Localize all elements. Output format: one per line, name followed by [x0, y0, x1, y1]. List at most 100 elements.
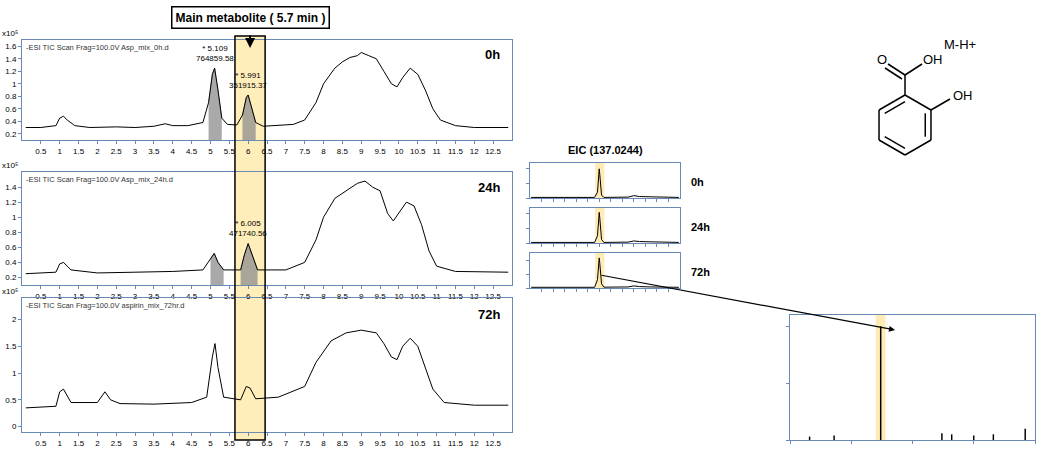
- svg-text:6: 6: [246, 292, 251, 301]
- svg-text:OH: OH: [923, 52, 943, 67]
- svg-text:5: 5: [208, 147, 213, 156]
- svg-text:O: O: [877, 52, 887, 67]
- svg-text:5.5: 5.5: [224, 439, 236, 448]
- svg-text:8.5: 8.5: [337, 147, 349, 156]
- svg-text:5: 5: [208, 439, 213, 448]
- svg-text:4: 4: [171, 147, 176, 156]
- svg-text:3.5: 3.5: [148, 439, 160, 448]
- svg-text:10.5: 10.5: [410, 147, 426, 156]
- svg-text:11: 11: [432, 439, 441, 448]
- svg-text:9.5: 9.5: [375, 439, 387, 448]
- svg-text:1.5: 1.5: [73, 292, 85, 301]
- svg-text:3: 3: [133, 147, 138, 156]
- svg-text:5.5: 5.5: [224, 147, 236, 156]
- svg-text:0.2: 0.2: [5, 273, 17, 282]
- svg-text:5.5: 5.5: [224, 292, 236, 301]
- svg-text:2: 2: [95, 147, 100, 156]
- svg-text:0.4: 0.4: [5, 258, 17, 267]
- svg-text:Main metabolite ( 5.7 min ): Main metabolite ( 5.7 min ): [176, 11, 326, 25]
- svg-text:9.5: 9.5: [375, 147, 387, 156]
- svg-text:-ESI TIC Scan Frag=100.0V Asp_: -ESI TIC Scan Frag=100.0V Asp_mix_24h.d: [26, 175, 173, 184]
- svg-text:OH: OH: [953, 88, 973, 103]
- svg-text:10.5: 10.5: [410, 439, 426, 448]
- svg-text:* 5.991351915.37: * 5.991351915.37: [229, 71, 267, 90]
- svg-text:9.5: 9.5: [375, 292, 387, 301]
- svg-text:-ESI TIC Scan Frag=100.0V Asp_: -ESI TIC Scan Frag=100.0V Asp_mix_0h.d: [26, 43, 169, 52]
- svg-text:1.6: 1.6: [5, 42, 17, 51]
- svg-text:2: 2: [95, 292, 100, 301]
- svg-text:7.5: 7.5: [299, 292, 311, 301]
- svg-text:M-H+: M-H+: [944, 37, 976, 52]
- svg-text:3.5: 3.5: [148, 292, 160, 301]
- svg-text:10: 10: [394, 147, 403, 156]
- svg-text:7.5: 7.5: [299, 439, 311, 448]
- svg-text:12.5: 12.5: [485, 439, 501, 448]
- svg-text:0: 0: [12, 422, 17, 431]
- svg-text:7: 7: [284, 147, 289, 156]
- svg-text:1: 1: [12, 80, 17, 89]
- svg-text:0.6: 0.6: [5, 243, 17, 252]
- svg-text:6.5: 6.5: [261, 147, 273, 156]
- svg-text:1: 1: [12, 369, 17, 378]
- svg-text:3: 3: [133, 292, 138, 301]
- svg-text:* 5.109764859.58: * 5.109764859.58: [196, 44, 234, 63]
- svg-text:0.2: 0.2: [5, 130, 17, 139]
- svg-text:10: 10: [394, 439, 403, 448]
- svg-text:2.5: 2.5: [111, 292, 123, 301]
- svg-text:x10⁵: x10⁵: [2, 161, 18, 170]
- svg-text:7.5: 7.5: [299, 147, 311, 156]
- svg-text:1: 1: [57, 292, 62, 301]
- svg-text:* 6.005471740.56: * 6.005471740.56: [229, 219, 267, 238]
- svg-text:EIC (137.0244): EIC (137.0244): [568, 144, 643, 156]
- svg-text:2: 2: [95, 439, 100, 448]
- svg-text:24h: 24h: [478, 180, 500, 195]
- svg-text:3: 3: [133, 439, 138, 448]
- svg-text:11: 11: [432, 147, 441, 156]
- svg-text:11.5: 11.5: [448, 292, 464, 301]
- svg-text:9: 9: [359, 439, 364, 448]
- svg-text:12.5: 12.5: [485, 292, 501, 301]
- svg-text:5: 5: [208, 292, 213, 301]
- svg-text:6: 6: [246, 439, 251, 448]
- svg-text:0.5: 0.5: [35, 147, 47, 156]
- svg-text:0.5: 0.5: [35, 439, 47, 448]
- svg-text:0h: 0h: [691, 176, 704, 188]
- svg-text:0.6: 0.6: [5, 105, 17, 114]
- svg-text:24h: 24h: [691, 221, 710, 233]
- svg-text:8.5: 8.5: [337, 439, 349, 448]
- svg-text:1.5: 1.5: [73, 439, 85, 448]
- svg-text:6.5: 6.5: [261, 292, 273, 301]
- svg-text:6: 6: [246, 147, 251, 156]
- svg-text:7: 7: [284, 439, 289, 448]
- svg-text:4: 4: [171, 292, 176, 301]
- svg-text:10: 10: [394, 292, 403, 301]
- svg-text:72h: 72h: [478, 307, 500, 322]
- svg-text:1.2: 1.2: [5, 198, 17, 207]
- svg-text:1: 1: [57, 147, 62, 156]
- svg-text:12: 12: [470, 147, 479, 156]
- svg-text:1: 1: [57, 439, 62, 448]
- svg-text:0.4: 0.4: [5, 117, 17, 126]
- svg-text:x10⁵: x10⁵: [2, 287, 18, 296]
- svg-text:10.5: 10.5: [410, 292, 426, 301]
- svg-text:6.5: 6.5: [261, 439, 273, 448]
- svg-text:1: 1: [12, 213, 17, 222]
- svg-text:1.5: 1.5: [73, 147, 85, 156]
- svg-text:0h: 0h: [485, 47, 500, 62]
- svg-text:8: 8: [321, 439, 326, 448]
- svg-text:4.5: 4.5: [186, 439, 198, 448]
- svg-text:72h: 72h: [691, 266, 710, 278]
- svg-text:11: 11: [432, 292, 441, 301]
- svg-text:8.5: 8.5: [337, 292, 349, 301]
- svg-text:1.4: 1.4: [5, 183, 17, 192]
- svg-text:4.5: 4.5: [186, 147, 198, 156]
- svg-text:1.4: 1.4: [5, 55, 17, 64]
- svg-text:4.5: 4.5: [186, 292, 198, 301]
- svg-text:1.5: 1.5: [5, 342, 17, 351]
- svg-text:3.5: 3.5: [148, 147, 160, 156]
- svg-text:12: 12: [470, 292, 479, 301]
- svg-text:2: 2: [12, 315, 17, 324]
- svg-text:12.5: 12.5: [485, 147, 501, 156]
- svg-text:9: 9: [359, 292, 364, 301]
- svg-text:0.5: 0.5: [5, 396, 17, 405]
